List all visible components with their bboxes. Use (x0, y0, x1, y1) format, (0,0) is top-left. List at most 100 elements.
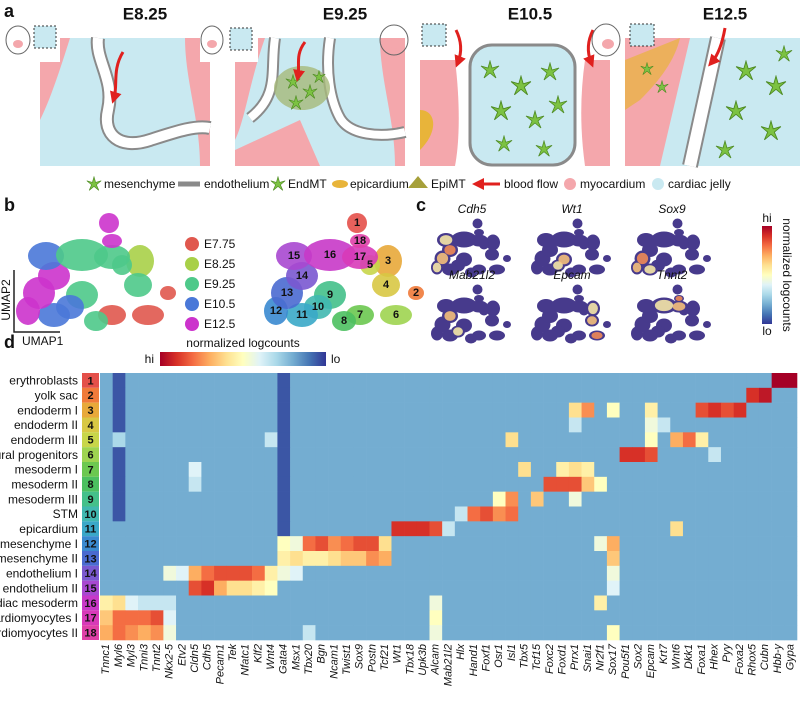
heatmap-cell (416, 551, 430, 567)
heatmap-cell (480, 595, 494, 611)
heatmap-cell (442, 476, 456, 492)
heatmap-cell (226, 373, 240, 389)
heatmap-cell (442, 551, 456, 567)
heatmap-cell (404, 610, 418, 626)
heatmap-cell (290, 536, 304, 552)
heatmap-cell (163, 402, 177, 418)
heatmap-cell (366, 551, 380, 567)
row-number: 13 (84, 553, 96, 565)
heatmap-cell (302, 387, 316, 403)
shape (13, 40, 23, 48)
heatmap-cell (328, 491, 342, 507)
heatmap-cell (581, 402, 595, 418)
heatmap-cell (568, 402, 582, 418)
heatmap-cell (138, 387, 151, 403)
shape (564, 178, 576, 190)
heatmap-cell (214, 402, 228, 418)
heatmap-cell (682, 387, 696, 403)
heatmap-cell (784, 387, 798, 403)
heatmap-cell (429, 417, 443, 433)
heatmap-cell (112, 417, 126, 433)
heatmap-cell (138, 536, 151, 552)
heatmap-cell (100, 610, 113, 626)
heatmap-cell (480, 610, 494, 626)
heatmap-cell (632, 625, 646, 641)
heatmap-cell (568, 387, 582, 403)
colorbar-hi: hi (762, 211, 771, 225)
heatmap-cell (556, 432, 570, 448)
heatmap-cell (112, 551, 126, 567)
heatmap-cell (733, 447, 747, 463)
heatmap-cell (594, 610, 608, 626)
heatmap-cell (594, 506, 608, 522)
heatmap-cell (163, 432, 177, 448)
heatmap-cell (378, 521, 392, 537)
heatmap-cell (366, 610, 380, 626)
column-label: Isl1 (506, 644, 518, 661)
row-label: neural progenitors (0, 448, 78, 462)
heatmap-cell (682, 580, 696, 596)
heatmap-cell (454, 476, 468, 492)
shape (581, 60, 610, 166)
heatmap-cell (518, 610, 532, 626)
heatmap-cell (163, 447, 177, 463)
heatmap-cell (264, 625, 278, 641)
heatmap-cell (746, 506, 760, 522)
heatmap-cell (518, 432, 532, 448)
heatmap-cell (340, 536, 354, 552)
heatmap-cell (163, 373, 177, 389)
heatmap-cell (467, 536, 481, 552)
heatmap-cell (391, 402, 405, 418)
heatmap-cell (302, 447, 316, 463)
cluster-number: 17 (354, 251, 366, 263)
heatmap-cell (682, 491, 696, 507)
heatmap-cell (581, 551, 595, 567)
heatmap-cell (416, 387, 430, 403)
heatmap-cell (758, 536, 772, 552)
heatmap-cell (290, 373, 304, 389)
heatmap-cell (771, 551, 785, 567)
heatmap-cell (366, 565, 380, 581)
heatmap-cell (784, 551, 798, 567)
heatmap-cell (695, 417, 709, 433)
heatmap-cell (290, 402, 304, 418)
heatmap-cell (340, 595, 354, 611)
heatmap-cell (606, 476, 620, 492)
heatmap-cell (252, 447, 266, 463)
heatmap-cell (720, 610, 734, 626)
heatmap-cell (442, 417, 456, 433)
heatmap-cell (530, 565, 544, 581)
heatmap-cell (214, 491, 228, 507)
heatmap-cell (632, 580, 646, 596)
heatmap-cell (366, 491, 380, 507)
cluster-number: 16 (324, 249, 336, 261)
heatmap-cell (708, 417, 722, 433)
heatmap-cell (239, 462, 253, 478)
heatmap-cell (720, 551, 734, 567)
heatmap-cell (480, 491, 494, 507)
heatmap-cell (720, 462, 734, 478)
heatmap-cell (100, 551, 113, 567)
heatmap-cell (594, 565, 608, 581)
heatmap-cell (708, 491, 722, 507)
heatmap-cell (315, 417, 329, 433)
heatmap-cell (264, 476, 278, 492)
column-label: Tnnc1 (100, 644, 112, 675)
heatmap-cell (328, 432, 342, 448)
heatmap-cell (632, 432, 646, 448)
heatmap-cell (720, 521, 734, 537)
heatmap-cell (733, 506, 747, 522)
heatmap-cell (480, 506, 494, 522)
heatmap-cell (454, 387, 468, 403)
heatmap-cell (188, 625, 202, 641)
heatmap-cell (188, 462, 202, 478)
heatmap-cell (556, 447, 570, 463)
heatmap-cell (150, 462, 164, 478)
panel-label: c (416, 195, 426, 215)
heatmap-cell (404, 476, 418, 492)
heatmap-cell (733, 565, 747, 581)
heatmap-cell (366, 462, 380, 478)
heatmap-cell (657, 402, 671, 418)
heatmap-cell (771, 491, 785, 507)
heatmap-cell (277, 610, 291, 626)
